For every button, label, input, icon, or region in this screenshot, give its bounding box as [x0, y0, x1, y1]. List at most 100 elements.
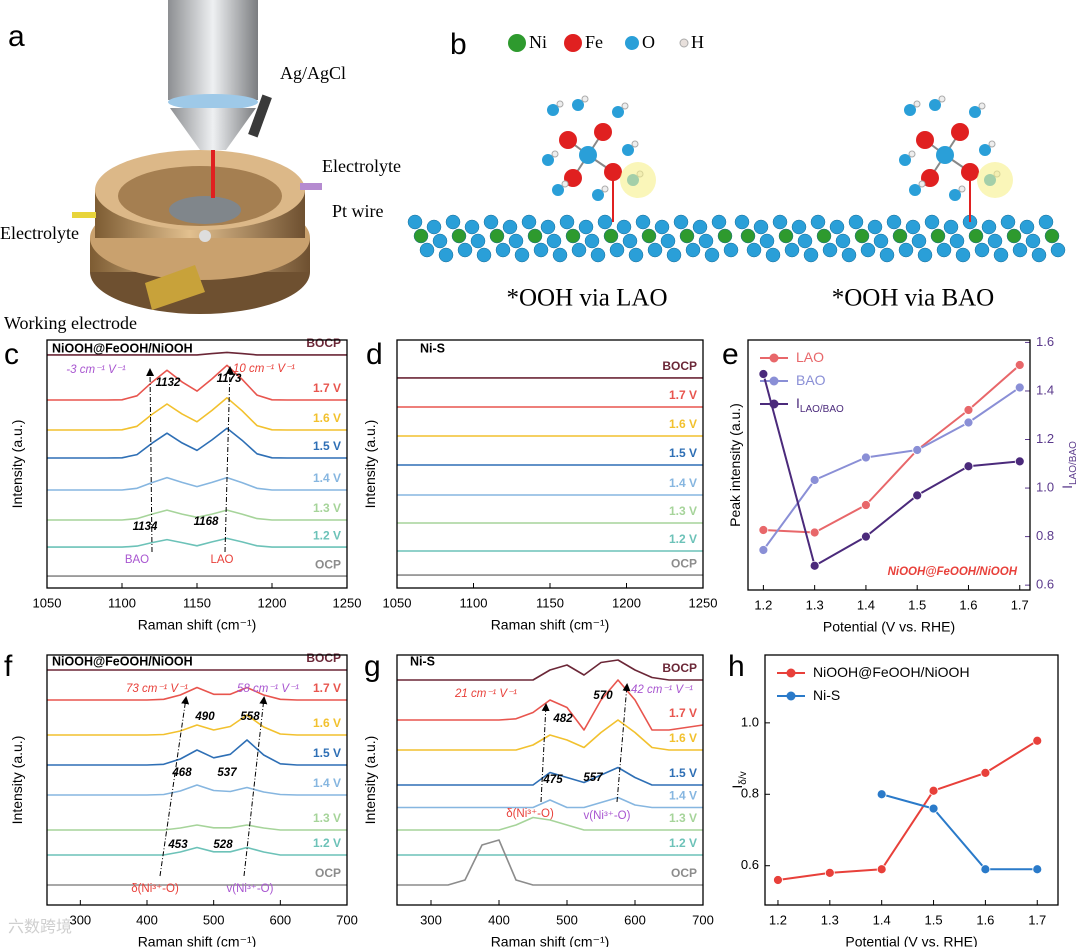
y-axis-title: Intensity (a.u.)	[9, 420, 25, 509]
panel-label: e	[722, 338, 739, 371]
series-label: 1.3 V	[669, 811, 697, 825]
atom	[698, 233, 714, 249]
series-line	[47, 364, 347, 401]
data-point	[912, 490, 923, 501]
legend-label: Ni-S	[813, 687, 840, 703]
atom	[1038, 214, 1054, 230]
x-tick-label: 1100	[108, 595, 136, 610]
x-tick-label: 1200	[258, 595, 287, 610]
atom	[556, 100, 564, 108]
atom	[911, 233, 927, 249]
series-label: 1.2 V	[313, 528, 341, 542]
y-tick-label: 0.6	[741, 857, 759, 872]
legend-name-sub: LAO/BAO	[800, 404, 844, 415]
series-label: 1.6 V	[669, 417, 697, 431]
atom	[711, 214, 727, 230]
data-point	[1032, 864, 1043, 875]
atom	[867, 219, 883, 235]
atom	[904, 104, 916, 116]
series-label: 1.3 V	[313, 811, 341, 825]
setup-label: Working electrode	[4, 313, 137, 333]
x-axis-title: Raman shift (cm⁻¹)	[491, 934, 610, 947]
setup-label: Pt wire	[332, 201, 384, 221]
atom-legend-label: O	[642, 32, 655, 52]
atom	[514, 247, 530, 263]
annotation: 558	[240, 711, 260, 723]
atom	[916, 131, 934, 149]
atom	[559, 214, 575, 230]
atom	[542, 154, 554, 166]
atom	[413, 228, 429, 244]
data-point	[809, 560, 820, 571]
atom	[746, 242, 762, 258]
y2-axis-title-text: I	[1059, 485, 1075, 489]
atom	[917, 247, 933, 263]
atom	[949, 189, 961, 201]
atom	[930, 228, 946, 244]
series-line	[47, 351, 347, 356]
atom	[803, 247, 819, 263]
x-axis-title: Raman shift (cm⁻¹)	[491, 617, 610, 633]
data-point	[861, 500, 871, 510]
y-axis-title-text: Peak intensity (a.u.)	[727, 403, 743, 527]
legend-marker	[769, 399, 779, 409]
series-label: 1.7 V	[313, 681, 341, 695]
series-line	[47, 784, 347, 796]
series-label: BOCP	[662, 359, 697, 373]
series-line	[47, 537, 347, 548]
atom	[647, 242, 663, 258]
y2-tick-label: 1.0	[1036, 479, 1054, 494]
y2-tick-label: 0.8	[1036, 528, 1054, 543]
series-line	[47, 846, 347, 856]
atom	[495, 242, 511, 258]
setup-label: Electrolyte	[0, 223, 79, 243]
chart-panel: f 300 400 500 600 700 Raman shift (cm⁻¹) Intens…	[4, 650, 358, 947]
y-axis-title-text: Intensity (a.u.)	[362, 420, 378, 509]
data-point	[1014, 382, 1025, 393]
atom	[666, 247, 682, 263]
series-line	[881, 793, 1038, 871]
y2-tick-label: 0.6	[1036, 577, 1054, 592]
series-label: OCP	[315, 557, 341, 571]
legend-name: NiOOH@FeOOH/NiOOH	[813, 664, 970, 680]
series-label: BOCP	[306, 336, 341, 350]
atom	[559, 131, 577, 149]
y-axis-title-text: Intensity (a.u.)	[9, 736, 25, 825]
atom	[540, 219, 556, 235]
atom	[527, 228, 543, 244]
annotation: 1134	[133, 521, 158, 533]
atom	[564, 169, 582, 187]
atom	[899, 154, 911, 166]
atom	[552, 184, 564, 196]
data-point	[758, 525, 769, 535]
data-point	[861, 531, 871, 542]
atom	[936, 146, 954, 164]
annotation: 557	[583, 772, 603, 784]
legend-name: BAO	[796, 372, 826, 388]
series-line	[777, 739, 1038, 881]
atom	[592, 189, 604, 201]
series-label: BOCP	[306, 651, 341, 665]
x-tick-label: 1200	[612, 595, 641, 610]
atom	[968, 228, 984, 244]
x-tick-label: 1.2	[754, 597, 772, 612]
x-tick-label: 400	[136, 912, 158, 927]
x-tick-label: 500	[203, 912, 225, 927]
x-tick-label: 700	[692, 912, 714, 927]
atom-legend-label: Ni	[529, 32, 547, 52]
watermark: 六数跨境	[8, 917, 72, 936]
annotation: 1132	[156, 377, 181, 389]
annotation: Ni-S	[410, 654, 435, 668]
atom	[635, 214, 651, 230]
y-axis-title-text: Intensity (a.u.)	[9, 420, 25, 509]
atom	[673, 214, 689, 230]
x-tick-label: 1150	[536, 595, 564, 610]
data-point	[876, 864, 887, 875]
y-axis-title-sub: δ/v	[738, 771, 749, 784]
annotation: δ(Ni³⁺-O)	[131, 883, 179, 895]
atom	[704, 247, 720, 263]
atom	[969, 106, 981, 118]
atom	[810, 214, 826, 230]
atom	[1025, 233, 1041, 249]
data-point	[1032, 735, 1043, 746]
